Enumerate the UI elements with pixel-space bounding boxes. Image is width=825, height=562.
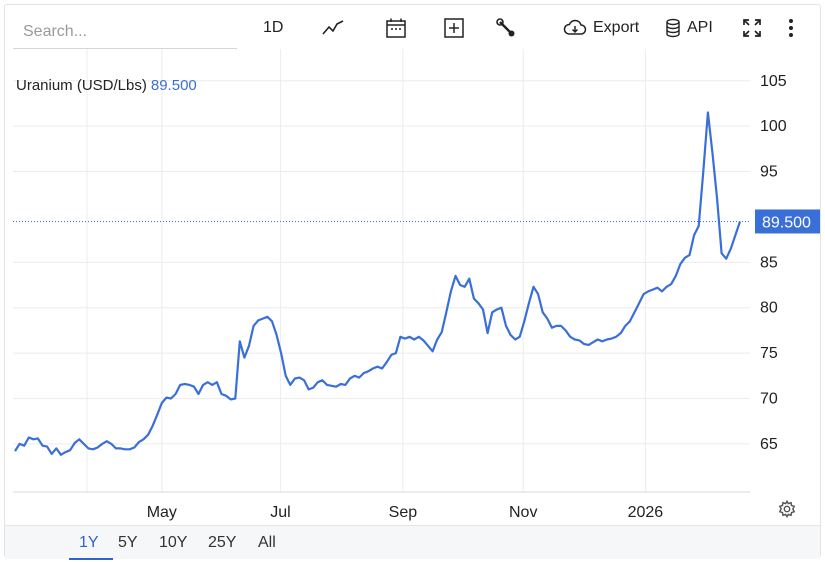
range-1y[interactable]: 1Y: [79, 534, 99, 551]
chart-type-button[interactable]: [321, 13, 345, 43]
gridlines: [13, 49, 750, 493]
toolbar: 1D: [5, 5, 820, 49]
y-tick-label: 65: [760, 436, 778, 453]
line-chart-icon: [322, 20, 344, 35]
x-tick-label: May: [147, 504, 177, 521]
y-axis-ticks: 65 70 75 80 85 95 100 105: [760, 73, 787, 453]
interval-button[interactable]: 1D: [263, 13, 283, 43]
y-tick-label: 80: [760, 300, 778, 317]
last-value-badge-text: 89.500: [762, 214, 811, 231]
range-selector: 1Y 5Y 10Y 25Y All: [5, 525, 820, 560]
x-tick-label: Sep: [389, 504, 418, 521]
y-tick-label: 105: [760, 73, 787, 90]
cloud-download-icon: [563, 19, 587, 35]
y-tick-label: 75: [760, 345, 778, 362]
y-tick-label: 100: [760, 118, 787, 135]
range-5y[interactable]: 5Y: [118, 534, 138, 551]
range-10y[interactable]: 10Y: [159, 534, 188, 551]
wrench-icon: [496, 18, 515, 37]
price-chart[interactable]: 65 70 75 80 85 95 100 105 May Jul Sep Nov 2026 89.5…: [5, 49, 820, 525]
last-value-badge: 89.500: [755, 209, 820, 234]
more-menu-button[interactable]: [787, 13, 795, 43]
range-all[interactable]: All: [258, 534, 276, 551]
search-input[interactable]: [13, 15, 237, 49]
export-button[interactable]: Export: [563, 13, 639, 43]
x-tick-label: Jul: [270, 504, 290, 521]
fullscreen-button[interactable]: [741, 13, 763, 43]
y-tick-label: 95: [760, 164, 778, 181]
x-tick-label: Nov: [509, 504, 537, 521]
chart-svg: 65 70 75 80 85 95 100 105 May Jul Sep Nov 2026 89.5…: [13, 49, 820, 521]
export-label: Export: [593, 19, 640, 36]
active-range-indicator: [69, 558, 113, 560]
calendar-icon: [386, 18, 406, 38]
interval-label: 1D: [263, 19, 284, 36]
chart-title-text: Uranium (USD/Lbs): [16, 77, 147, 94]
y-tick-label: 85: [760, 254, 778, 271]
chart-title: Uranium (USD/Lbs) 89.500: [16, 77, 197, 94]
price-line: [14, 111, 742, 456]
api-button[interactable]: API: [665, 13, 713, 43]
range-25y[interactable]: 25Y: [208, 534, 237, 551]
x-tick-label: 2026: [628, 504, 664, 521]
tools-button[interactable]: [495, 13, 517, 43]
date-range-button[interactable]: [385, 13, 407, 43]
add-indicator-button[interactable]: [443, 13, 465, 43]
x-axis-ticks: May Jul Sep Nov 2026: [147, 504, 664, 521]
database-icon: [666, 18, 680, 38]
y-tick-label: 70: [760, 390, 778, 407]
more-vertical-icon: [789, 19, 793, 37]
gear-icon[interactable]: [778, 500, 796, 518]
last-value-badge-bg: [755, 209, 820, 234]
api-label: API: [687, 19, 713, 36]
chart-widget: 1D: [4, 4, 821, 560]
fullscreen-icon: [743, 19, 761, 37]
plus-box-icon: [444, 18, 464, 38]
chart-title-value: 89.500: [150, 77, 197, 94]
